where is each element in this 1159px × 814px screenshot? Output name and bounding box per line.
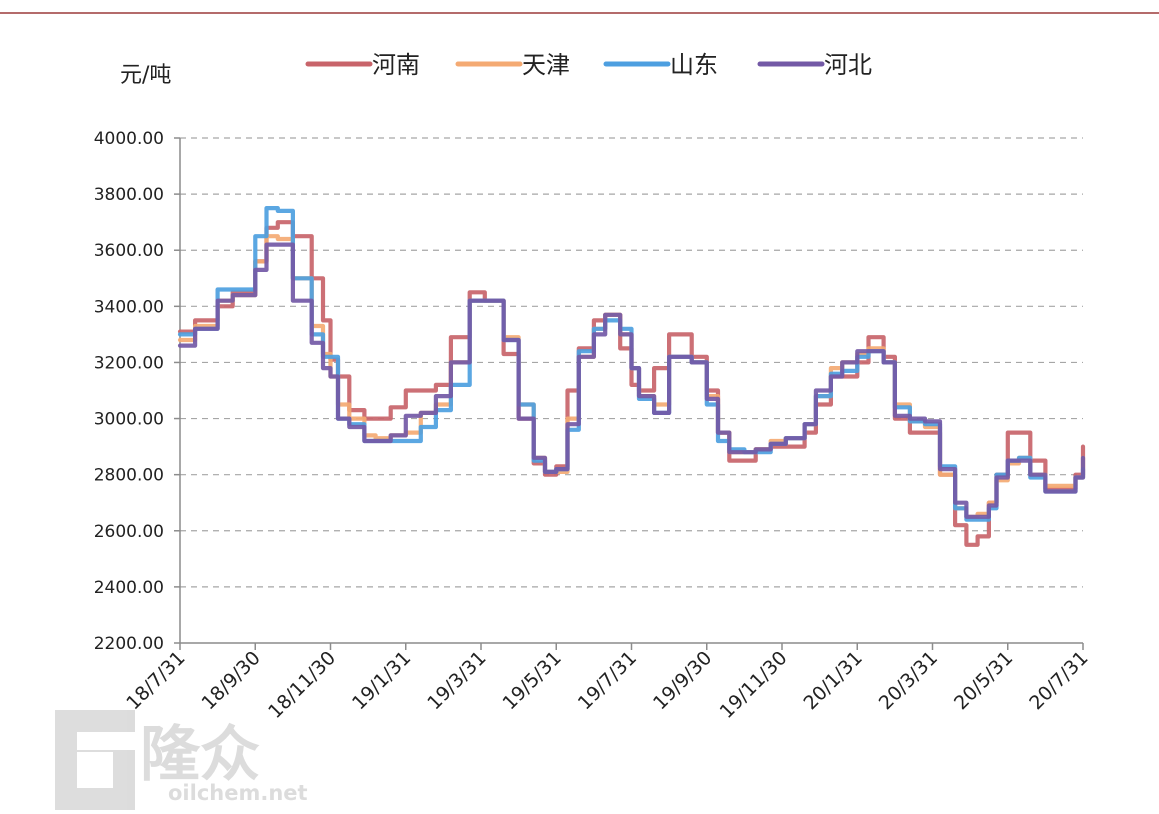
logo-mark-icon — [55, 710, 135, 810]
watermark-logo: 隆众 oilchem.net — [55, 710, 308, 810]
legend: 河南 天津 山东 河北 — [305, 51, 872, 79]
x-tick-label: 18/11/30 — [264, 647, 340, 723]
y-axis: 4000.00 3800.00 3600.00 3400.00 3200.00 3000.… — [94, 129, 181, 654]
y-tick-label: 2800.00 — [94, 466, 164, 486]
y-tick-label: 3000.00 — [94, 410, 164, 430]
unit-label: 元/吨 — [120, 63, 171, 88]
x-tick-label: 18/9/30 — [197, 647, 264, 714]
y-tick-label: 3800.00 — [94, 185, 164, 205]
x-tick-label: 20/1/31 — [799, 647, 866, 714]
y-tick-label: 2200.00 — [94, 634, 164, 654]
x-axis: 18/7/31 18/9/30 18/11/30 19/1/31 19/3/31 19/5… — [122, 642, 1093, 723]
legend-label: 天津 — [522, 51, 570, 79]
x-tick-label: 19/3/31 — [423, 647, 490, 714]
x-tick-label: 20/3/31 — [875, 647, 942, 714]
x-tick-label: 18/7/31 — [122, 647, 189, 714]
x-tick-label: 19/5/31 — [498, 647, 565, 714]
series-line — [177, 242, 1086, 519]
series-line — [177, 220, 1086, 547]
legend-label: 河北 — [824, 51, 872, 79]
watermark-url: oilchem.net — [168, 781, 308, 805]
grid-lines — [180, 137, 1083, 588]
x-tick-label: 19/7/31 — [574, 647, 641, 714]
y-tick-label: 3600.00 — [94, 241, 164, 261]
x-tick-label: 19/11/30 — [716, 647, 792, 723]
y-tick-label: 2400.00 — [94, 578, 164, 598]
legend-label: 山东 — [670, 51, 718, 79]
y-tick-label: 4000.00 — [94, 129, 164, 149]
legend-label: 河南 — [372, 51, 420, 79]
x-tick-label: 20/7/31 — [1025, 647, 1092, 714]
header-rule — [0, 12, 1159, 14]
watermark-brand: 隆众 — [140, 720, 260, 790]
y-tick-label: 3400.00 — [94, 297, 164, 317]
series-lines — [177, 206, 1086, 547]
x-tick-label: 19/1/31 — [348, 647, 415, 714]
y-tick-label: 3200.00 — [94, 353, 164, 373]
y-tick-label: 2600.00 — [94, 522, 164, 542]
x-tick-label: 20/5/31 — [950, 647, 1017, 714]
x-tick-label: 19/9/30 — [649, 647, 716, 714]
